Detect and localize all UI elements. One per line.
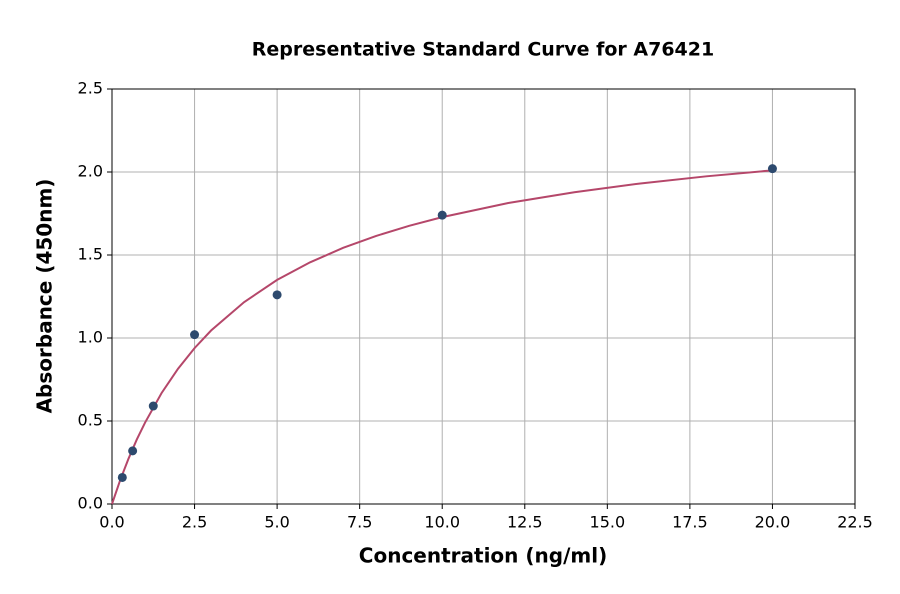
y-tick-label: 1.0: [78, 328, 103, 347]
x-tick-label: 2.5: [182, 513, 207, 532]
x-tick-label: 7.5: [347, 513, 372, 532]
y-tick-label: 0.5: [78, 411, 103, 430]
x-tick-label: 12.5: [507, 513, 543, 532]
data-point: [437, 210, 447, 220]
x-tick-label: 15.0: [590, 513, 626, 532]
data-point: [272, 290, 282, 300]
fit-curve: [111, 169, 773, 505]
x-tick-label: 10.0: [424, 513, 460, 532]
data-point: [117, 472, 127, 482]
x-axis-label: Concentration (ng/ml): [359, 544, 607, 568]
y-tick-label: 1.5: [78, 245, 103, 264]
x-tick-label: 17.5: [672, 513, 708, 532]
data-point: [190, 330, 200, 340]
data-point: [148, 401, 158, 411]
chart-title: Representative Standard Curve for A76421: [252, 39, 714, 61]
y-tick-label: 2.5: [78, 79, 103, 98]
data-point: [767, 164, 777, 174]
y-axis-label: Absorbance (450nm): [33, 179, 57, 414]
x-tick-label: 5.0: [264, 513, 289, 532]
y-tick-label: 2.0: [78, 162, 103, 181]
x-tick-label: 20.0: [755, 513, 791, 532]
plot-frame: [111, 88, 856, 505]
x-tick-label: 0.0: [99, 513, 124, 532]
data-point: [128, 446, 138, 456]
y-tick-label: 0.0: [78, 494, 103, 513]
x-tick-label: 22.5: [837, 513, 873, 532]
